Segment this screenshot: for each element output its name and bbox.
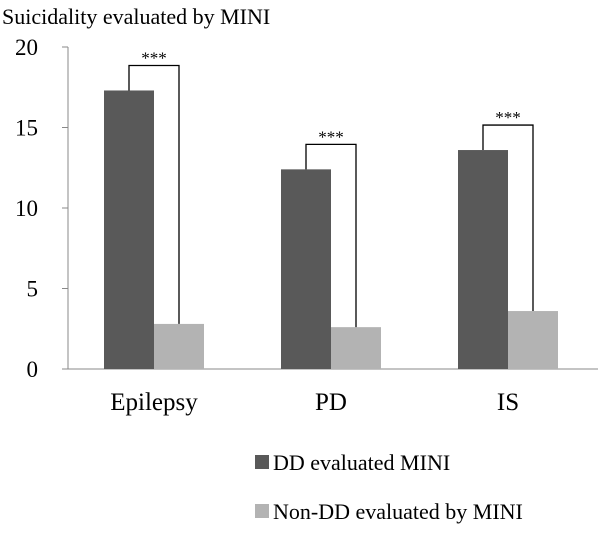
- legend-label-dd: DD evaluated MINI: [273, 450, 450, 475]
- bar-non-dd-is: [508, 311, 558, 369]
- bar-dd-is: [458, 150, 508, 369]
- bar-dd-pd: [281, 169, 331, 369]
- significance-bracket: [482, 124, 534, 312]
- significance-label: ***: [495, 108, 521, 127]
- x-tick-label: Epilepsy: [110, 389, 198, 416]
- x-tick-label: IS: [497, 389, 519, 416]
- y-tick-label: 5: [27, 277, 39, 302]
- x-tick-label: PD: [315, 389, 347, 416]
- legend: DD evaluated MINI Non-DD evaluated by MIN…: [255, 450, 523, 524]
- significance-label: ***: [141, 48, 167, 67]
- bar-dd-epilepsy: [104, 90, 154, 369]
- bar-non-dd-pd: [331, 327, 381, 369]
- legend-swatch-non-dd: [255, 504, 269, 518]
- significance-bracket: [128, 64, 180, 324]
- chart-title: Suicidality evaluated by MINI: [2, 4, 270, 29]
- y-tick-label: 15: [15, 116, 38, 141]
- plot-area: 0 5 10 15 20 Epilepsy *** PD *** IS ***: [15, 35, 598, 416]
- legend-label-non-dd: Non-DD evaluated by MINI: [273, 499, 523, 524]
- bar-non-dd-epilepsy: [154, 323, 204, 369]
- y-tick-label: 20: [15, 35, 38, 60]
- y-tick-label: 10: [15, 196, 38, 221]
- legend-swatch-dd: [255, 455, 269, 469]
- significance-label: ***: [318, 127, 344, 146]
- significance-bracket: [305, 143, 357, 328]
- y-tick-label: 0: [27, 357, 39, 382]
